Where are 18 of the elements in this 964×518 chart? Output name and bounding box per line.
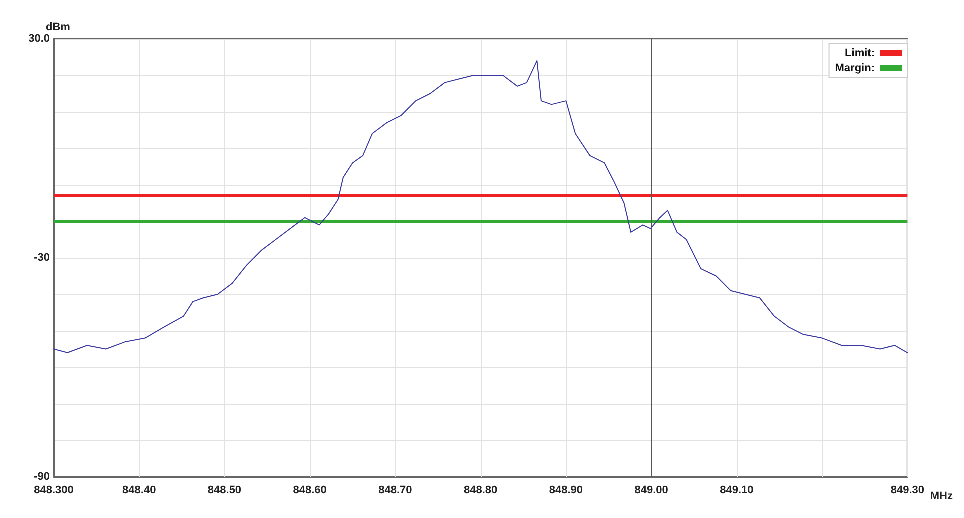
legend-label: Limit: — [845, 48, 875, 60]
y-tick-label: -30 — [34, 252, 50, 264]
x-axis-title: MHz — [930, 490, 954, 502]
x-tick-label: 849.30 — [890, 484, 924, 496]
x-tick-label: 848.70 — [378, 484, 412, 496]
legend-label: Margin: — [835, 62, 875, 74]
x-tick-label: 848.50 — [208, 484, 242, 496]
y-axis-title: dBm — [46, 22, 71, 34]
x-tick-label: 848.80 — [464, 484, 498, 496]
line-series — [54, 60, 908, 354]
x-tick-label: 849.00 — [634, 484, 668, 496]
x-tick-label: 849.10 — [720, 484, 754, 496]
x-tick-label: 848.300 — [34, 484, 74, 496]
y-tick-label: 30.0 — [28, 33, 50, 45]
x-tick-label: 848.60 — [293, 484, 327, 496]
x-tick-label: 848.90 — [549, 484, 584, 496]
x-tick-label: 848.40 — [122, 484, 156, 496]
y-tick-label: -90 — [34, 471, 50, 483]
